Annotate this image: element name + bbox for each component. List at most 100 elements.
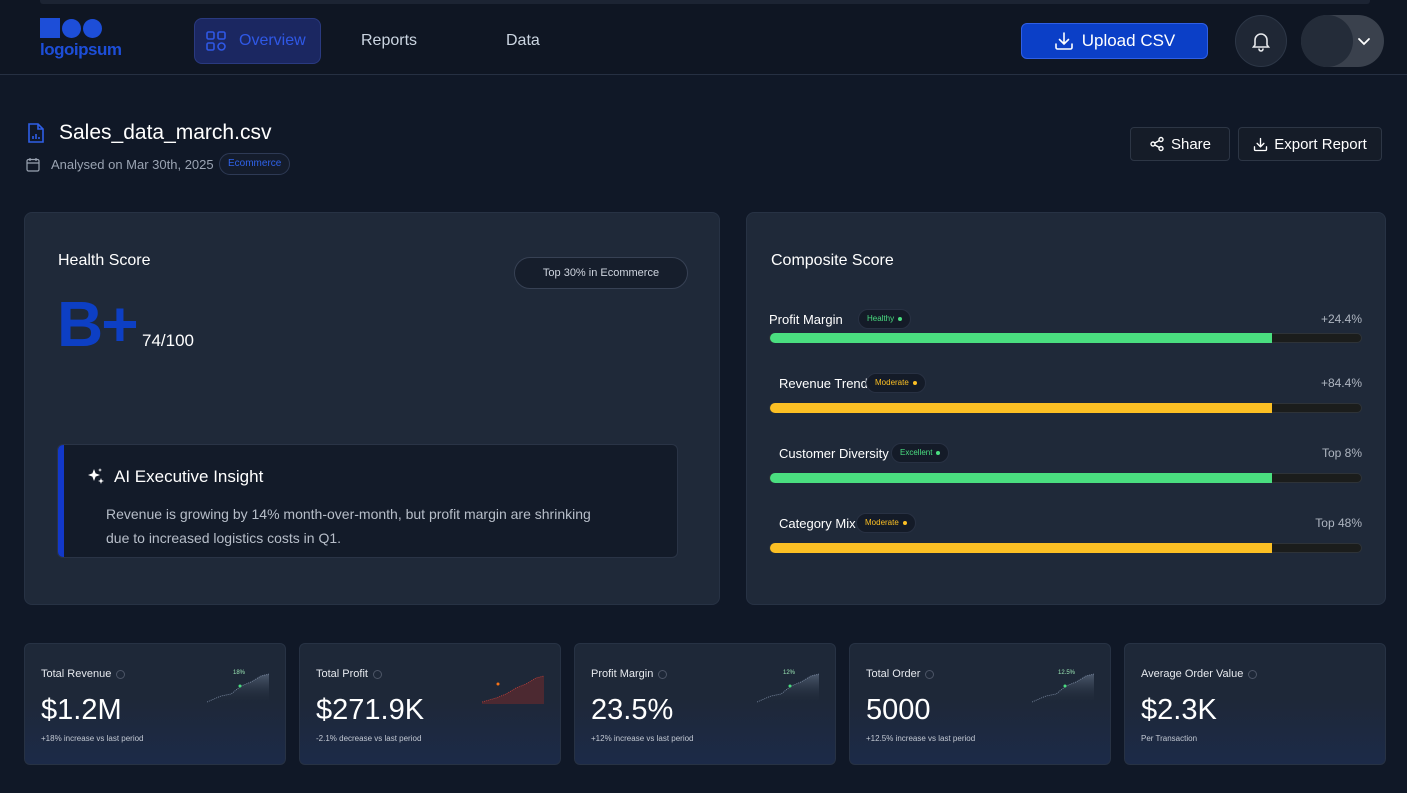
share-button[interactable]: Share bbox=[1130, 127, 1230, 161]
metric-name: Revenue Trend bbox=[779, 376, 868, 391]
kpi-profit-margin: Profit Margin 12% 23.5% +12% increase vs… bbox=[574, 643, 836, 765]
bell-icon bbox=[1251, 33, 1271, 52]
health-grade: B+ bbox=[57, 288, 139, 360]
kpi-label: Average Order Value bbox=[1141, 668, 1258, 680]
metric-name: Profit Margin bbox=[769, 312, 843, 327]
progress-bar bbox=[769, 543, 1362, 553]
progress-fill bbox=[770, 403, 1273, 413]
progress-fill bbox=[770, 473, 1273, 483]
calendar-icon bbox=[26, 158, 40, 172]
metric-value: Top 48% bbox=[1315, 516, 1362, 530]
export-report-button[interactable]: Export Report bbox=[1238, 127, 1382, 161]
metric-revenue-trend: Revenue Trend Moderate +84.4% bbox=[769, 373, 1362, 426]
kpi-average-order-value: Average Order Value $2.3K Per Transactio… bbox=[1124, 643, 1386, 765]
notifications-button[interactable] bbox=[1235, 15, 1287, 67]
kpi-value: $271.9K bbox=[316, 694, 425, 726]
composite-score-title: Composite Score bbox=[771, 252, 894, 269]
kpi-subtext: +18% increase vs last period bbox=[41, 734, 144, 743]
kpi-value: $2.3K bbox=[1141, 694, 1217, 726]
kpi-value: 23.5% bbox=[591, 694, 674, 726]
info-icon[interactable] bbox=[116, 669, 126, 679]
tab-overview[interactable]: Overview bbox=[194, 18, 321, 64]
badge-label: Moderate bbox=[865, 518, 899, 527]
metric-name: Customer Diversity bbox=[779, 446, 889, 461]
kpi-subtext: +12% increase vs last period bbox=[591, 734, 694, 743]
kpi-total-order: Total Order 12.5% 5000 +12.5% increase v… bbox=[849, 643, 1111, 765]
info-icon[interactable] bbox=[658, 669, 668, 679]
sparkline-chart bbox=[207, 673, 269, 704]
spark-label: 12% bbox=[783, 670, 796, 676]
kpi-label: Total Order bbox=[866, 668, 935, 680]
download-icon bbox=[1254, 137, 1268, 151]
upload-csv-button[interactable]: Upload CSV bbox=[1021, 23, 1208, 59]
health-score-value: 74/100 bbox=[142, 331, 194, 350]
avatar[interactable] bbox=[1301, 15, 1353, 67]
logo[interactable]: logoipsum bbox=[40, 18, 150, 62]
logo-mark bbox=[40, 18, 102, 38]
info-icon[interactable] bbox=[1248, 669, 1258, 679]
kpi-subtext: -2.1% decrease vs last period bbox=[316, 734, 422, 743]
tab-data-label: Data bbox=[506, 32, 540, 49]
metric-name: Category Mix bbox=[779, 516, 856, 531]
metric-profit-margin: Profit Margin Healthy +24.4% bbox=[769, 309, 1362, 362]
upload-csv-label: Upload CSV bbox=[1081, 31, 1176, 50]
progress-bar bbox=[769, 473, 1362, 483]
chevron-down-icon[interactable] bbox=[1356, 33, 1372, 49]
status-badge: Healthy bbox=[858, 309, 912, 329]
status-badge: Moderate bbox=[856, 513, 916, 533]
status-badge: Moderate bbox=[866, 373, 926, 393]
metric-customer-diversity: Customer Diversity Excellent Top 8% bbox=[769, 443, 1362, 496]
share-label: Share bbox=[1170, 135, 1212, 153]
sparkles-icon bbox=[88, 468, 104, 484]
file-name: Sales_data_march.csv bbox=[59, 121, 272, 144]
kpi-subtext: Per Transaction bbox=[1141, 734, 1198, 743]
badge-label: Excellent bbox=[900, 448, 933, 457]
sparkline-chart bbox=[482, 675, 544, 704]
tab-reports-label: Reports bbox=[361, 32, 418, 49]
metric-value: +84.4% bbox=[1320, 376, 1362, 390]
kpi-total-revenue: Total Revenue 18% $1.2M +18% increase vs… bbox=[24, 643, 286, 765]
status-badge: Excellent bbox=[891, 443, 950, 463]
sparkline-chart bbox=[757, 673, 819, 704]
metric-value: +24.4% bbox=[1320, 312, 1362, 326]
logo-text: logoipsum bbox=[40, 40, 122, 59]
grid-icon bbox=[206, 31, 226, 51]
top-navbar: logoipsum Overview Reports Data Upload C… bbox=[0, 0, 1407, 75]
download-icon bbox=[1054, 32, 1073, 50]
kpi-value: $1.2M bbox=[41, 694, 122, 726]
progress-bar bbox=[769, 333, 1362, 343]
spark-label: 12.5% bbox=[1058, 670, 1076, 676]
kpi-label: Total Profit bbox=[316, 668, 382, 680]
metric-category-mix: Category Mix Moderate Top 48% bbox=[769, 513, 1362, 566]
profile-menu[interactable] bbox=[1301, 15, 1384, 67]
tab-reports[interactable]: Reports bbox=[361, 18, 417, 64]
info-icon[interactable] bbox=[925, 669, 935, 679]
tab-data[interactable]: Data bbox=[506, 18, 540, 64]
insight-title: AI Executive Insight bbox=[114, 467, 264, 486]
share-icon bbox=[1150, 136, 1164, 152]
progress-fill bbox=[770, 333, 1273, 343]
health-score-title: Health Score bbox=[58, 252, 151, 269]
category-tag: Ecommerce bbox=[219, 153, 291, 175]
export-report-label: Export Report bbox=[1274, 135, 1367, 153]
file-chart-icon bbox=[28, 123, 44, 143]
info-icon[interactable] bbox=[372, 669, 382, 679]
spark-label: 18% bbox=[233, 670, 246, 676]
analysed-date: Analysed on Mar 30th, 2025 bbox=[51, 157, 214, 172]
kpi-label: Total Revenue bbox=[41, 668, 126, 680]
tab-overview-label: Overview bbox=[239, 32, 306, 49]
insight-text: Revenue is growing by 14% month-over-mon… bbox=[106, 506, 591, 546]
insight-accent-bar bbox=[58, 445, 64, 557]
progress-bar bbox=[769, 403, 1362, 413]
progress-fill bbox=[770, 543, 1273, 553]
sparkline-chart bbox=[1032, 673, 1094, 704]
badge-label: Moderate bbox=[875, 378, 909, 387]
ai-insight-panel: AI Executive Insight Revenue is growing … bbox=[57, 444, 678, 558]
badge-label: Healthy bbox=[867, 314, 895, 323]
kpi-label: Profit Margin bbox=[591, 668, 668, 680]
health-score-card: Health Score Top 30% in Ecommerce B+ 74/… bbox=[24, 212, 720, 605]
metric-value: Top 8% bbox=[1321, 446, 1362, 460]
kpi-value: 5000 bbox=[866, 694, 931, 726]
composite-score-card: Composite Score Profit Margin Healthy +2… bbox=[746, 212, 1386, 605]
kpi-subtext: +12.5% increase vs last period bbox=[866, 734, 976, 743]
